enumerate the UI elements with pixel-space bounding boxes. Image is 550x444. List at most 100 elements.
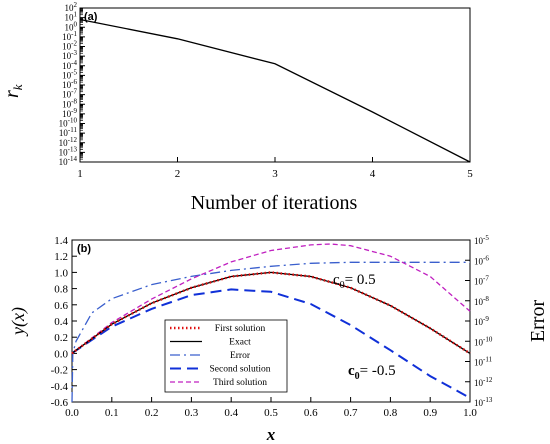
b-y-right-tick-label-2-exp: -7 [483, 275, 489, 283]
b-y-right-tick-label-7-exp: -12 [483, 376, 493, 384]
b-y-right-tick-label-5: 10-10 [474, 335, 493, 347]
legend-label-3: Error [230, 351, 251, 361]
a-y-tick-label-4-exp: -2 [71, 40, 77, 48]
b-y-right-tick-label-5-base: 10 [474, 337, 484, 347]
b-y-right-tick-label-0: 10-5 [474, 234, 489, 246]
b-series-line-third-solution [71, 243, 471, 354]
panel-b-right-y-axis-label: Error [527, 300, 549, 343]
a-y-tick-label-7: 10-5 [62, 68, 77, 80]
annotation-2-rest: = -0.5 [360, 363, 396, 379]
a-y-tick-label-10-base: 10 [62, 99, 72, 109]
a-y-tick-label-5: 10-3 [62, 49, 77, 61]
panel-a-x-ticks: 1 2 3 4 5 [77, 157, 473, 180]
b-y-left-tick-label-10: 1.4 [54, 235, 68, 247]
legend-box [164, 319, 288, 393]
a-y-tick-label-3: 10-1 [62, 30, 77, 42]
a-y-tick-label-8: 10-6 [62, 78, 77, 90]
panel-a-series [79, 18, 471, 163]
b-y-left-tick-label-7: 0.8 [54, 284, 68, 296]
a-y-tick-label-5-base: 10 [62, 51, 72, 61]
a-y-tick-label-15-exp: -13 [68, 145, 78, 153]
b-x-tick-label-7: 0.7 [344, 407, 358, 419]
panel-a-y-axis-label-sub: k [10, 84, 25, 90]
panel-b-annotation-c0-pos: c0= 0.5 [333, 272, 376, 291]
b-y-right-tick-label-1-exp: -6 [483, 254, 489, 262]
legend-label-4: Second solution [210, 365, 271, 375]
annotation-1-sub: 0 [340, 280, 345, 291]
a-y-tick-label-2: 100 [65, 20, 78, 32]
a-y-tick-label-0: 102 [65, 1, 78, 13]
a-y-tick-label-8-exp: -6 [71, 78, 77, 86]
annotation-1-base: c [333, 272, 340, 288]
b-x-tick-label-9: 0.9 [423, 407, 437, 419]
panel-b-annotation-c0-neg: c0= -0.5 [348, 363, 396, 382]
b-x-tick-label-8: 0.8 [384, 407, 398, 419]
panel-a-y-axis-label: rk [1, 84, 25, 98]
b-x-tick-label-10: 1.0 [463, 407, 477, 419]
a-y-tick-label-12-exp: -10 [68, 117, 78, 125]
panel-b-series [71, 243, 471, 403]
a-x-tick-label-4: 5 [467, 168, 473, 180]
b-y-left-tick-label-5: 0.4 [54, 316, 68, 328]
a-y-tick-label-12: 10-10 [59, 117, 78, 129]
legend-label-2: Exact [229, 338, 251, 348]
b-y-right-tick-label-8: 10-13 [474, 396, 493, 408]
a-y-tick-label-6-exp: -4 [71, 59, 77, 67]
a-x-tick-label-1: 2 [175, 168, 181, 180]
a-y-tick-label-14-exp: -12 [68, 136, 78, 144]
a-y-tick-label-15-base: 10 [59, 147, 69, 157]
a-y-tick-label-14: 10-12 [59, 136, 78, 148]
legend-label-1: First solution [215, 324, 266, 334]
b-x-tick-label-3: 0.3 [185, 407, 199, 419]
b-x-tick-label-5: 0.5 [264, 407, 278, 419]
b-y-right-tick-label-5-exp: -10 [483, 335, 493, 343]
panel-a-label: (a) [84, 11, 98, 23]
a-x-tick-label-3: 4 [370, 168, 376, 180]
a-y-tick-label-3-exp: -1 [71, 30, 77, 38]
b-y-left-tick-label-3: 0.0 [54, 348, 68, 360]
b-y-right-tick-label-1: 10-6 [474, 254, 489, 266]
a-y-tick-label-6-base: 10 [62, 61, 72, 71]
a-y-tick-label-0-exp: 2 [74, 1, 78, 9]
a-x-tick-label-2: 3 [272, 168, 278, 180]
annotation-2-base: c [348, 363, 355, 379]
b-series-line-second-solution [71, 288, 471, 399]
a-y-tick-label-6: 10-4 [62, 59, 77, 71]
panel-a-y-ticks: 10210110010-110-210-310-410-510-610-710-… [59, 1, 85, 167]
a-y-tick-label-16-exp: -14 [68, 155, 78, 163]
b-x-tick-label-2: 0.2 [145, 407, 159, 419]
b-y-left-tick-label-2: -0.2 [51, 365, 68, 377]
a-y-tick-label-0-base: 10 [65, 3, 75, 13]
b-y-right-tick-label-6: 10-11 [474, 356, 493, 368]
a-y-tick-label-11-base: 10 [62, 109, 72, 119]
panel-b-x-ticks: 0.0 0.1 0.2 0.3 0.4 0.5 0.6 0.7 0.8 0.9 1.0 [65, 397, 477, 419]
a-y-tick-label-14-base: 10 [59, 138, 69, 148]
annotation-2-sub: 0 [355, 371, 360, 382]
b-y-right-tick-label-6-exp: -11 [483, 356, 493, 364]
b-y-right-tick-label-0-base: 10 [474, 236, 484, 246]
a-y-tick-label-1-base: 10 [65, 13, 75, 23]
b-series-line-error [71, 261, 470, 403]
b-y-right-tick-label-2-base: 10 [474, 277, 484, 287]
a-y-tick-label-10-exp: -8 [71, 97, 77, 105]
b-x-tick-label-1: 0.1 [105, 407, 119, 419]
a-y-tick-label-9-exp: -7 [71, 88, 77, 96]
b-y-left-tick-label-6: 0.6 [54, 300, 68, 312]
a-y-tick-label-8-base: 10 [62, 80, 72, 90]
a-y-tick-label-12-base: 10 [59, 119, 69, 129]
a-y-tick-label-2-base: 10 [65, 22, 75, 32]
a-y-tick-label-16-base: 10 [59, 157, 69, 167]
a-y-tick-label-15: 10-13 [59, 145, 78, 157]
panel-b-label: (b) [77, 243, 91, 255]
a-y-tick-label-9: 10-7 [62, 88, 77, 100]
b-y-right-tick-label-1-base: 10 [474, 256, 484, 266]
b-y-right-tick-label-3-base: 10 [474, 297, 484, 307]
b-y-left-tick-label-4: 0.2 [54, 332, 68, 344]
a-y-tick-label-11: 10-9 [62, 107, 77, 119]
b-x-tick-label-6: 0.6 [304, 407, 318, 419]
b-x-tick-label-4: 0.4 [224, 407, 238, 419]
a-y-tick-label-13-exp: -11 [68, 126, 78, 134]
a-y-tick-label-5-exp: -3 [71, 49, 77, 57]
